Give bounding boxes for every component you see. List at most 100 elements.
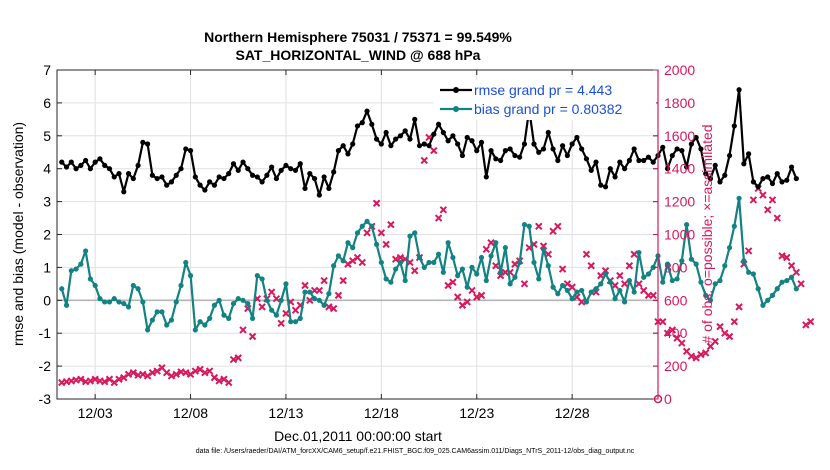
obs-assimilated-marker xyxy=(477,291,486,300)
obs-assimilated-x xyxy=(377,229,386,237)
rmse-point xyxy=(149,172,155,178)
rmse-point xyxy=(326,185,332,192)
rmse-point xyxy=(135,162,141,169)
obs-assimilated-marker xyxy=(430,146,438,155)
obs-assimilated-x xyxy=(334,291,343,300)
rmse-point xyxy=(187,148,194,154)
y2-axis-label: # of obs: o=possible; ×=assimilated xyxy=(699,124,715,343)
obs-assimilated-marker xyxy=(420,156,428,165)
x-tick-label: 12/23 xyxy=(459,405,494,421)
obs-assimilated-marker xyxy=(744,247,753,255)
bias-point xyxy=(278,297,284,303)
y-tick-label: -2 xyxy=(39,358,52,374)
legend-marker-swatch xyxy=(453,87,459,93)
obs-assimilated-x xyxy=(587,262,595,270)
rmse-point xyxy=(550,146,556,152)
obs-assimilated-x xyxy=(210,373,219,382)
obs-assimilated-marker xyxy=(339,276,347,285)
rmse-point xyxy=(288,166,294,172)
bias-point xyxy=(598,281,604,287)
rmse-point xyxy=(63,164,70,170)
obs-series xyxy=(58,133,815,404)
obs-assimilated-x xyxy=(239,326,247,334)
obs-assimilated-marker xyxy=(272,294,281,303)
rmse-point xyxy=(106,166,113,172)
bias-point xyxy=(731,223,737,229)
obs-assimilated-marker xyxy=(692,354,700,362)
y2-tick-label: 1200 xyxy=(664,194,695,210)
bias-point xyxy=(326,291,332,297)
bias-point xyxy=(331,263,337,269)
rmse-point xyxy=(717,179,723,185)
bias-point xyxy=(765,297,771,303)
obs-assimilated-x xyxy=(620,280,629,288)
bias-point xyxy=(111,296,117,302)
obs-assimilated-marker xyxy=(105,375,114,383)
bias-point xyxy=(784,277,790,284)
obs-assimilated-x xyxy=(306,296,314,305)
bias-point xyxy=(259,276,265,282)
bias-point xyxy=(793,286,799,292)
obs-assimilated-x xyxy=(711,337,719,346)
rmse-point xyxy=(316,192,322,198)
chart-title-line-2: SAT_HORIZONTAL_WIND @ 688 hPa xyxy=(236,47,481,63)
rmse-point xyxy=(164,182,170,188)
rmse-point xyxy=(769,180,776,187)
bias-point xyxy=(645,271,652,277)
obs-assimilated-marker xyxy=(787,262,796,270)
bias-point xyxy=(722,263,728,269)
obs-assimilated-marker xyxy=(439,206,448,214)
bias-point xyxy=(340,258,346,264)
obs-assimilated-marker xyxy=(110,378,118,387)
rmse-point xyxy=(140,139,146,145)
obs-assimilated-x xyxy=(387,220,395,229)
obs-assimilated-marker xyxy=(358,258,366,267)
obs-assimilated-x xyxy=(802,321,810,329)
bias-point xyxy=(717,277,723,284)
obs-assimilated-x xyxy=(806,317,815,326)
obs-assimilated-x xyxy=(449,278,457,286)
bias-point xyxy=(788,274,795,280)
bias-point xyxy=(159,309,165,315)
rmse-point xyxy=(607,166,613,172)
rmse-point xyxy=(235,167,241,173)
obs-assimilated-marker xyxy=(783,253,791,262)
rmse-point xyxy=(297,161,303,167)
obs-assimilated-x xyxy=(86,377,95,385)
obs-assimilated-marker xyxy=(616,271,624,280)
obs-assimilated-x xyxy=(635,280,643,288)
obs-assimilated-x xyxy=(778,252,786,260)
rmse-point xyxy=(211,182,218,188)
rmse-point xyxy=(183,146,189,152)
obs-assimilated-marker xyxy=(391,255,400,263)
obs-assimilated-x xyxy=(687,352,696,360)
obs-assimilated-x xyxy=(759,191,767,199)
rmse-point xyxy=(703,171,709,177)
bias-point xyxy=(426,259,432,266)
obs-assimilated-marker xyxy=(444,281,452,290)
bias-point xyxy=(235,296,241,302)
bias-point xyxy=(73,266,79,272)
rmse-point xyxy=(579,146,585,152)
y2-tick-label: 2000 xyxy=(664,62,695,78)
obs-assimilated-x xyxy=(482,245,490,254)
obs-assimilated-x xyxy=(630,250,638,258)
bias-point xyxy=(59,286,65,292)
obs-assimilated-x xyxy=(735,303,743,311)
obs-assimilated-x xyxy=(358,258,366,267)
rmse-point xyxy=(292,167,299,173)
rmse-point xyxy=(560,143,566,149)
rmse-point xyxy=(588,167,594,173)
obs-assimilated-marker xyxy=(248,332,257,341)
obs-assimilated-x xyxy=(616,271,624,280)
rmse-point xyxy=(192,174,198,180)
rmse-point xyxy=(555,157,561,164)
rmse-point xyxy=(488,148,494,154)
bias-point xyxy=(488,253,494,259)
obs-assimilated-marker xyxy=(620,280,629,288)
bias-point xyxy=(450,254,456,261)
bias-series xyxy=(59,195,799,333)
rmse-point xyxy=(712,162,718,169)
obs-assimilated-x xyxy=(182,368,190,377)
obs-assimilated-x xyxy=(697,350,705,359)
